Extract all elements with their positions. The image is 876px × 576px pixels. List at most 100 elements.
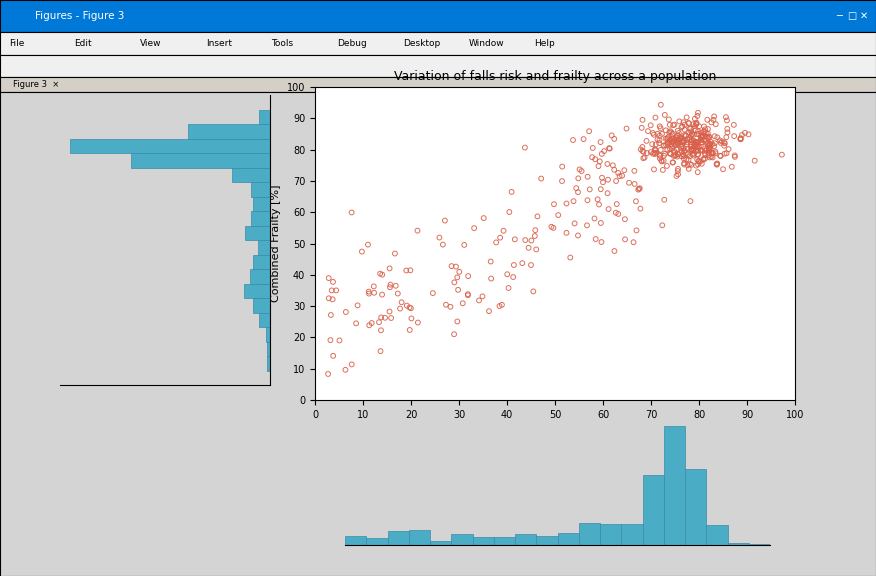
Point (502, 207, 516, 217)
Point (685, 136, 699, 145)
Point (666, 158, 680, 167)
Point (467, 223, 481, 233)
Point (692, 143, 706, 152)
Point (615, 171, 629, 180)
Point (492, 301, 506, 310)
Point (581, 196, 595, 205)
Point (675, 134, 689, 143)
Point (433, 233, 447, 242)
Point (653, 145, 668, 154)
Bar (579, 523, 600, 545)
Point (695, 138, 709, 147)
Point (361, 240, 375, 249)
Point (672, 135, 686, 145)
Point (679, 131, 693, 140)
Point (505, 187, 519, 196)
Point (694, 132, 708, 142)
Point (663, 135, 677, 145)
Point (671, 131, 685, 140)
Point (657, 195, 671, 204)
Point (702, 151, 716, 160)
Point (673, 134, 687, 143)
Text: Help: Help (534, 39, 555, 48)
Point (698, 149, 712, 158)
Point (728, 152, 742, 161)
Bar (267, 342, 270, 356)
Point (707, 112, 721, 121)
Point (689, 119, 703, 128)
Point (461, 291, 475, 300)
Point (626, 238, 640, 247)
Point (703, 153, 717, 162)
Point (635, 123, 649, 132)
Point (701, 139, 715, 149)
Point (677, 160, 691, 169)
Bar (267, 356, 270, 370)
Point (375, 290, 389, 299)
Point (673, 132, 687, 142)
Point (607, 165, 621, 175)
Point (709, 120, 723, 129)
Point (695, 145, 709, 154)
Point (666, 129, 680, 138)
Point (683, 124, 697, 133)
Point (662, 115, 676, 124)
Point (678, 146, 692, 156)
Point (704, 152, 718, 161)
Point (493, 233, 507, 242)
Point (567, 196, 581, 206)
Point (664, 140, 678, 149)
Point (679, 149, 693, 158)
Point (555, 176, 569, 185)
Point (362, 321, 376, 330)
Point (677, 125, 691, 134)
Point (518, 143, 532, 152)
Point (695, 135, 709, 145)
Point (669, 137, 683, 146)
Point (661, 145, 675, 154)
Point (699, 132, 713, 141)
Point (735, 130, 749, 139)
Point (632, 184, 646, 194)
Point (664, 128, 678, 137)
Point (595, 173, 609, 183)
Point (677, 136, 691, 145)
Point (682, 124, 696, 133)
Point (484, 257, 498, 266)
Point (651, 135, 665, 144)
Point (646, 130, 661, 139)
Point (560, 199, 574, 208)
Point (682, 119, 696, 128)
Point (648, 145, 662, 154)
Point (741, 130, 755, 139)
Point (667, 134, 681, 143)
Point (456, 298, 470, 308)
Point (706, 115, 720, 124)
Point (690, 143, 704, 152)
Point (595, 149, 609, 158)
Point (444, 262, 458, 271)
Point (482, 306, 496, 316)
Point (691, 150, 705, 159)
Text: Window: Window (469, 39, 505, 48)
Point (689, 142, 703, 151)
Point (691, 108, 705, 118)
Point (649, 148, 663, 157)
Point (669, 141, 683, 150)
Point (687, 136, 701, 145)
Point (597, 146, 611, 156)
Point (698, 154, 712, 163)
Point (724, 162, 738, 172)
Point (472, 296, 486, 305)
Bar (430, 541, 451, 545)
Text: □: □ (847, 11, 856, 21)
Point (702, 148, 716, 157)
Point (676, 137, 690, 146)
Point (653, 150, 667, 160)
Point (448, 278, 462, 287)
Point (590, 195, 604, 204)
Point (665, 142, 679, 151)
Point (653, 122, 667, 131)
Bar (251, 211, 270, 225)
Point (502, 283, 516, 293)
